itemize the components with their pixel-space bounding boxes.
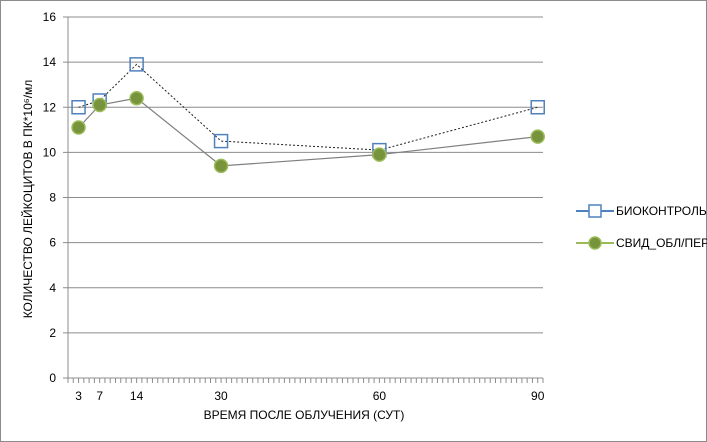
data-point-s1-x14 xyxy=(129,90,144,106)
y-tick-label-12: 12 xyxy=(43,100,57,114)
y-tick-label-4: 4 xyxy=(49,281,56,295)
x-axis-title: ВРЕМЯ ПОСЛЕ ОБЛУЧЕНИЯ (СУТ) xyxy=(204,408,405,422)
legend-label-svid: СВИД_ОБЛ/ПЕР. xyxy=(616,236,707,250)
axis-layer xyxy=(63,16,544,383)
legend: БИОКОНТРОЛЬ СВИД_ОБЛ/ПЕР. xyxy=(576,199,707,263)
grid-layer xyxy=(68,16,543,334)
series-line-1 xyxy=(78,97,538,167)
x-tick-label-14: 14 xyxy=(130,389,144,403)
y-tick-label-16: 16 xyxy=(43,10,57,24)
series-line-0 xyxy=(78,63,538,151)
legend-swatch-circle-icon xyxy=(576,236,614,250)
x-tick-label-60: 60 xyxy=(373,389,387,403)
data-point-s0-x90 xyxy=(530,100,545,115)
legend-item-svid: СВИД_ОБЛ/ПЕР. xyxy=(576,231,707,255)
data-point-s0-x30 xyxy=(213,133,229,149)
data-point-s0-x14 xyxy=(129,57,144,72)
data-point-s1-x7 xyxy=(92,97,107,113)
y-axis-title: КОЛИЧЕСТВО ЛЕЙКОЦИТОВ В ПК*10⁶/мл xyxy=(20,80,35,319)
y-tick-label-14: 14 xyxy=(43,55,57,69)
y-tick-label-2: 2 xyxy=(49,326,56,340)
y-tick-label-0: 0 xyxy=(49,371,56,385)
label-layer: 0 2 4 6 8 10 12 14 16 3 7 14 30 60 90 xyxy=(43,10,545,403)
data-point-s0-x3 xyxy=(71,100,86,115)
x-tick-label-30: 30 xyxy=(214,389,228,403)
data-point-s1-x3 xyxy=(71,120,86,135)
legend-swatch-square-icon xyxy=(576,204,614,218)
y-tick-label-8: 8 xyxy=(49,191,56,205)
legend-label-biocontrol: БИОКОНТРОЛЬ xyxy=(616,204,707,218)
x-tick-label-3: 3 xyxy=(75,389,82,403)
x-tick-label-90: 90 xyxy=(531,389,545,403)
legend-item-biocontrol: БИОКОНТРОЛЬ xyxy=(576,199,707,223)
y-tick-label-10: 10 xyxy=(43,145,57,159)
y-tick-label-6: 6 xyxy=(49,236,56,250)
x-tick-label-7: 7 xyxy=(96,389,103,403)
data-point-s1-x60 xyxy=(372,147,387,162)
data-point-s1-x30 xyxy=(213,158,229,174)
data-point-s1-x90 xyxy=(530,129,545,144)
series-layer xyxy=(71,57,545,174)
